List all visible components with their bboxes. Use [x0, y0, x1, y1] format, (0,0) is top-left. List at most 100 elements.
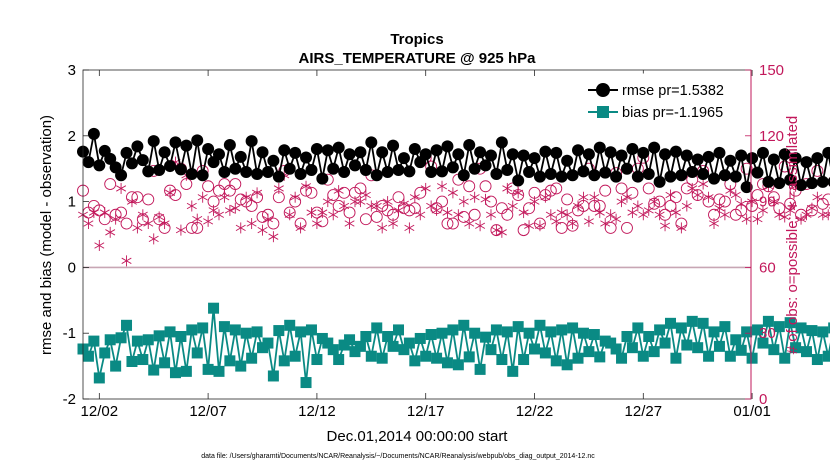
assimilated-obs-point — [578, 191, 589, 203]
assimilated-obs-point — [290, 191, 301, 203]
possible-obs-point — [718, 195, 731, 208]
rmse-point — [468, 162, 481, 175]
possible-obs-point — [550, 182, 563, 195]
bias-point — [414, 332, 426, 344]
rmse-point — [359, 164, 372, 177]
bias-point — [561, 359, 573, 371]
assimilated-obs-point — [632, 200, 643, 212]
assimilated-obs-point — [360, 189, 371, 201]
rmse-point — [664, 170, 677, 183]
bias-point — [572, 352, 584, 364]
bias-point — [82, 350, 94, 362]
possible-obs-point — [436, 195, 448, 208]
possible-obs-point — [544, 184, 557, 197]
bias-point — [403, 337, 415, 349]
possible-obs-point — [811, 164, 824, 177]
assimilated-obs-point — [774, 209, 785, 221]
rmse-point — [289, 146, 302, 159]
bias-point — [393, 324, 405, 336]
assimilated-obs-point — [273, 182, 284, 194]
rmse-point — [240, 165, 253, 178]
bias-point — [131, 335, 143, 347]
assimilated-obs-point — [812, 191, 823, 203]
bias-point — [431, 352, 443, 364]
bias-point — [99, 347, 111, 359]
assimilated-obs-point — [518, 207, 529, 219]
possible-obs-point — [468, 208, 481, 221]
bias-point — [811, 354, 823, 366]
assimilated-obs-point — [317, 207, 328, 219]
bias-point — [588, 329, 600, 341]
possible-obs-point — [561, 193, 574, 206]
assimilated-obs-point — [328, 209, 339, 221]
y-tick-label: 3 — [68, 62, 76, 79]
rmse-point — [147, 135, 160, 148]
assimilated-obs-point — [752, 213, 763, 225]
rmse-point — [370, 169, 383, 182]
possible-obs-point — [463, 180, 476, 193]
bias-point — [713, 340, 725, 352]
rmse-point — [452, 148, 465, 161]
assimilated-obs-point — [137, 209, 148, 221]
possible-obs-point — [104, 178, 117, 191]
rmse-point — [582, 148, 595, 161]
bias-point — [474, 363, 486, 375]
rmse-point — [403, 165, 416, 178]
legend-bias-marker — [597, 106, 609, 118]
assimilated-obs-point — [311, 218, 322, 230]
possible-obs-point — [642, 182, 655, 195]
assimilated-obs-point — [491, 224, 502, 236]
rmse-point — [131, 140, 144, 153]
assimilated-obs-point — [806, 202, 817, 214]
bias-point — [632, 322, 644, 334]
rmse-point — [746, 152, 759, 165]
rmse-point — [648, 141, 661, 154]
rmse-point — [441, 140, 454, 153]
assimilated-obs-point — [779, 211, 790, 223]
assimilated-obs-point — [469, 191, 480, 203]
y-right-tick-label: 150 — [759, 62, 784, 79]
rmse-point — [256, 146, 269, 159]
rmse-point — [495, 136, 508, 149]
assimilated-obs-point — [121, 255, 132, 267]
assimilated-obs-point — [643, 204, 654, 216]
possible-obs-point — [305, 186, 318, 199]
assimilated-obs-point — [333, 185, 344, 197]
rmse-point — [463, 139, 476, 152]
rmse-point — [169, 136, 182, 149]
assimilated-obs-point — [344, 218, 355, 230]
possible-obs-point — [202, 180, 215, 193]
bias-point — [501, 326, 513, 338]
assimilated-obs-point — [687, 182, 698, 194]
bias-point — [110, 360, 122, 372]
bias-point — [409, 355, 421, 367]
assimilated-obs-point — [447, 187, 458, 199]
rmse-point — [332, 141, 345, 154]
assimilated-obs-point — [159, 218, 170, 230]
assimilated-obs-point — [485, 209, 496, 221]
bias-point — [773, 321, 785, 333]
rmse-point — [316, 172, 329, 185]
bias-point — [273, 325, 285, 337]
rmse-point — [305, 164, 318, 177]
bias-point — [398, 344, 410, 356]
rmse-point — [680, 149, 693, 162]
rmse-point — [392, 164, 405, 177]
bias-point — [284, 319, 296, 331]
x-tick-label: 12/22 — [516, 403, 554, 420]
assimilated-obs-point — [534, 220, 545, 232]
rmse-point — [811, 152, 824, 165]
assimilated-obs-point — [306, 207, 317, 219]
assimilated-obs-point — [284, 209, 295, 221]
assimilated-obs-point — [154, 211, 165, 223]
assimilated-obs-point — [670, 207, 681, 219]
bias-point — [354, 340, 366, 352]
bias-point — [376, 352, 388, 364]
assimilated-obs-point — [257, 224, 268, 236]
bias-point — [724, 350, 736, 362]
assimilated-obs-point — [213, 209, 225, 221]
bias-point — [142, 334, 154, 346]
bias-point — [159, 357, 171, 369]
rmse-point — [626, 142, 639, 155]
possible-obs-point — [245, 200, 258, 212]
